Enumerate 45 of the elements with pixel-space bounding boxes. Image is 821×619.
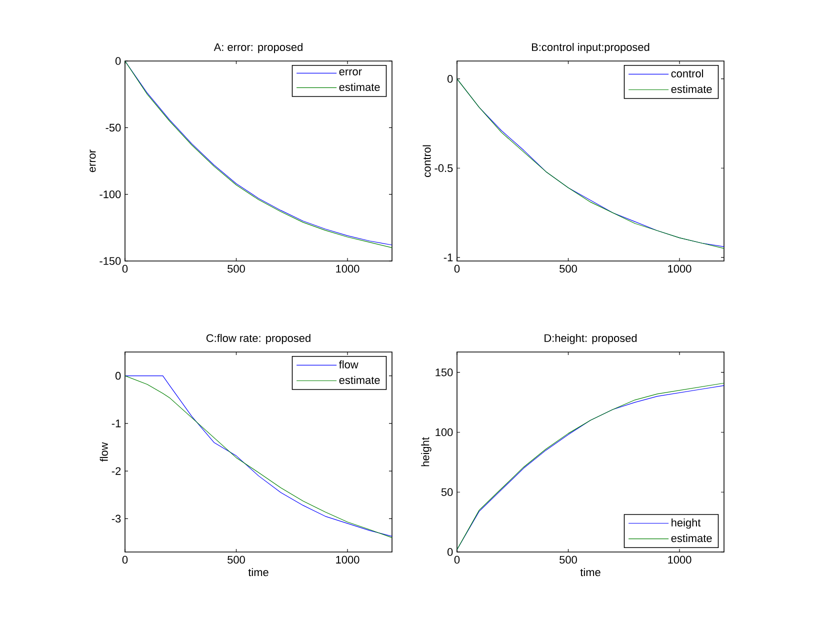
- legend-label: estimate: [671, 84, 712, 93]
- x-axis-title: time: [580, 568, 600, 576]
- x-tick-label: 0: [122, 556, 128, 564]
- legend-label: error: [339, 69, 362, 76]
- y-axis-title: flow: [100, 442, 108, 462]
- x-tick-label: 500: [228, 264, 245, 273]
- x-tick-label: 0: [454, 556, 460, 564]
- x-tick-label: 1000: [336, 556, 360, 564]
- y-tick-label: 150: [436, 368, 453, 376]
- legend-label: flow: [339, 360, 358, 368]
- x-tick-label: 500: [560, 264, 577, 273]
- chart-title: D:height: proposed: [544, 334, 637, 344]
- y-tick-label: 100: [436, 428, 453, 436]
- x-tick-label: 0: [122, 264, 128, 273]
- legend-label: estimate: [339, 82, 380, 91]
- y-tick-label: -50: [106, 124, 121, 132]
- y-tick-label: -2: [112, 467, 121, 475]
- chart-title: A: error: proposed: [214, 42, 302, 54]
- y-axis-title: height: [421, 437, 432, 466]
- legend-label: estimate: [671, 534, 712, 542]
- y-tick-label: -100: [100, 190, 121, 198]
- y-tick-label: 0: [115, 57, 121, 65]
- x-tick-label: 0: [454, 264, 460, 273]
- y-tick-label: 0: [115, 372, 121, 380]
- chart-title: B:control input:proposed: [532, 42, 650, 54]
- x-tick-label: 1000: [668, 264, 692, 273]
- y-tick-label: -1: [112, 420, 121, 428]
- x-tick-label: 500: [228, 556, 245, 564]
- x-tick-label: 500: [560, 556, 577, 564]
- y-tick-label: -3: [112, 514, 121, 523]
- y-tick-label: -0.5: [434, 164, 453, 172]
- x-axis-title: time: [248, 568, 268, 576]
- legend-label: control: [671, 69, 704, 78]
- y-tick-label: -1: [444, 254, 453, 262]
- y-tick-label: 0: [447, 548, 453, 556]
- legend-label: estimate: [339, 376, 380, 384]
- y-tick-label: 0: [447, 74, 453, 83]
- y-axis-title: error: [90, 150, 96, 172]
- y-tick-label: 50: [441, 488, 453, 496]
- y-tick-label: -150: [100, 257, 121, 265]
- x-tick-label: 1000: [668, 556, 692, 564]
- y-axis-title: control: [422, 145, 431, 177]
- x-tick-label: 1000: [336, 264, 360, 273]
- legend-label: height: [672, 518, 701, 529]
- chart-title: C:flow rate: proposed: [206, 334, 310, 344]
